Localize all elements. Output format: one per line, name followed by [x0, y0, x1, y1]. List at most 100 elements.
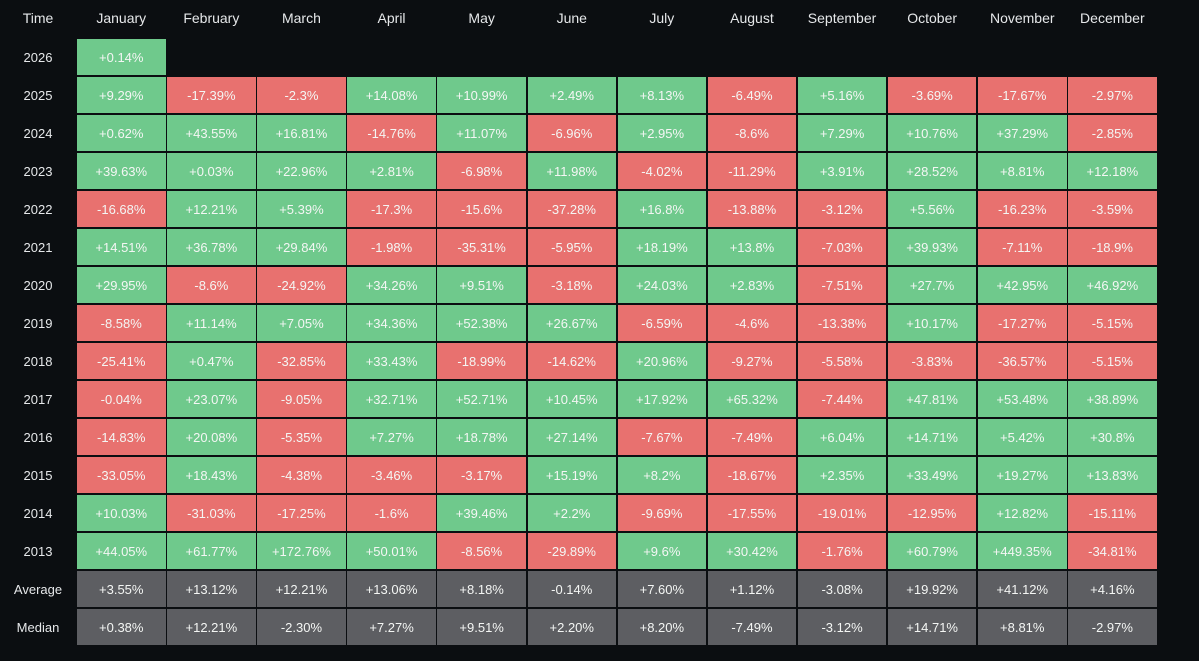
row-label: 2020	[23, 277, 53, 293]
row-label: 2018	[23, 353, 53, 369]
return-cell: +52.38%	[437, 305, 526, 341]
return-cell: +24.03%	[617, 267, 707, 303]
summary-cell: +3.55%	[77, 571, 166, 607]
return-cell: +12.18%	[1068, 153, 1157, 189]
row-label: 2013	[23, 543, 53, 559]
return-cell: -12.95%	[887, 495, 977, 531]
return-cell: +27.7%	[887, 267, 977, 303]
summary-cell: -3.12%	[797, 609, 887, 645]
return-cell: -3.18%	[527, 267, 616, 303]
return-cell: +47.81%	[887, 381, 977, 417]
summary-cell: +0.38%	[77, 609, 166, 645]
return-cell: -2.3%	[257, 77, 346, 113]
return-cell: +9.6%	[617, 533, 707, 569]
row-label: 2016	[23, 429, 53, 445]
return-cell: -29.89%	[527, 533, 616, 569]
return-cell: +39.46%	[437, 495, 526, 531]
return-cell: +18.78%	[437, 419, 526, 455]
return-cell: +8.13%	[617, 77, 707, 113]
return-cell: +30.42%	[707, 533, 797, 569]
return-cell: +61.77%	[167, 533, 256, 569]
return-cell: -5.58%	[797, 343, 887, 379]
column-header: April	[377, 10, 406, 26]
return-cell: -18.67%	[707, 457, 797, 493]
return-cell: -9.27%	[707, 343, 797, 379]
return-cell: +2.49%	[527, 77, 616, 113]
summary-cell: +7.60%	[617, 571, 707, 607]
row-label: 2026	[23, 49, 53, 65]
return-cell: -34.81%	[1068, 533, 1157, 569]
return-cell: +0.47%	[167, 343, 256, 379]
return-cell: +10.99%	[437, 77, 526, 113]
return-cell: -1.76%	[797, 533, 887, 569]
summary-cell: +2.20%	[527, 609, 616, 645]
column-header: January	[96, 10, 147, 26]
return-cell: -14.83%	[77, 419, 166, 455]
return-cell: +60.79%	[887, 533, 977, 569]
return-cell: +22.96%	[257, 153, 346, 189]
return-cell: +8.81%	[978, 153, 1067, 189]
return-cell: +53.48%	[978, 381, 1067, 417]
return-cell: +32.71%	[347, 381, 436, 417]
return-cell: +5.56%	[887, 191, 977, 227]
return-cell: +2.2%	[527, 495, 616, 531]
summary-cell: +8.18%	[437, 571, 526, 607]
summary-cell: +12.21%	[167, 609, 256, 645]
return-cell: +28.52%	[887, 153, 977, 189]
return-cell: -36.57%	[978, 343, 1067, 379]
return-cell: -1.98%	[347, 229, 436, 265]
return-cell: +7.29%	[797, 115, 887, 151]
return-cell: -11.29%	[707, 153, 797, 189]
return-cell: -14.62%	[527, 343, 616, 379]
return-cell: +52.71%	[437, 381, 526, 417]
row-label: 2022	[23, 201, 53, 217]
return-cell: +15.19%	[527, 457, 616, 493]
summary-cell: +13.12%	[167, 571, 256, 607]
return-cell: -15.6%	[437, 191, 526, 227]
return-cell: -32.85%	[257, 343, 346, 379]
summary-cell: +13.06%	[347, 571, 436, 607]
return-cell: +12.21%	[167, 191, 256, 227]
return-cell: +12.82%	[978, 495, 1067, 531]
return-cell: -3.69%	[887, 77, 977, 113]
return-cell: -17.25%	[257, 495, 346, 531]
summary-cell: +8.20%	[617, 609, 707, 645]
return-cell: +3.91%	[797, 153, 887, 189]
return-cell: +2.83%	[707, 267, 797, 303]
summary-cell: +14.71%	[887, 609, 977, 645]
return-cell: +44.05%	[77, 533, 166, 569]
return-cell: -4.02%	[617, 153, 707, 189]
return-cell: +5.42%	[978, 419, 1067, 455]
return-cell: -3.12%	[797, 191, 887, 227]
summary-cell: +41.12%	[978, 571, 1067, 607]
return-cell: -3.59%	[1068, 191, 1157, 227]
return-cell: +29.84%	[257, 229, 346, 265]
return-cell: -13.88%	[707, 191, 797, 227]
return-cell: -17.67%	[978, 77, 1067, 113]
row-label: 2015	[23, 467, 53, 483]
return-cell: -7.51%	[797, 267, 887, 303]
return-cell: -17.39%	[167, 77, 256, 113]
summary-cell: +9.51%	[437, 609, 526, 645]
return-cell: +11.07%	[437, 115, 526, 151]
return-cell: +65.32%	[707, 381, 797, 417]
return-cell: -17.3%	[347, 191, 436, 227]
return-cell: -8.58%	[77, 305, 166, 341]
return-cell: +34.36%	[347, 305, 436, 341]
return-cell: +2.95%	[617, 115, 707, 151]
return-cell: +11.14%	[167, 305, 256, 341]
row-label: 2023	[23, 163, 53, 179]
summary-cell: -3.08%	[797, 571, 887, 607]
return-cell: +2.35%	[797, 457, 887, 493]
return-cell: -7.49%	[707, 419, 797, 455]
return-cell: +13.83%	[1068, 457, 1157, 493]
return-cell: +172.76%	[257, 533, 346, 569]
return-cell: -7.67%	[617, 419, 707, 455]
return-cell: -18.99%	[437, 343, 526, 379]
return-cell: -13.38%	[797, 305, 887, 341]
return-cell: -2.97%	[1068, 77, 1157, 113]
return-cell: -9.05%	[257, 381, 346, 417]
column-header: December	[1080, 10, 1145, 26]
return-cell: -16.68%	[77, 191, 166, 227]
